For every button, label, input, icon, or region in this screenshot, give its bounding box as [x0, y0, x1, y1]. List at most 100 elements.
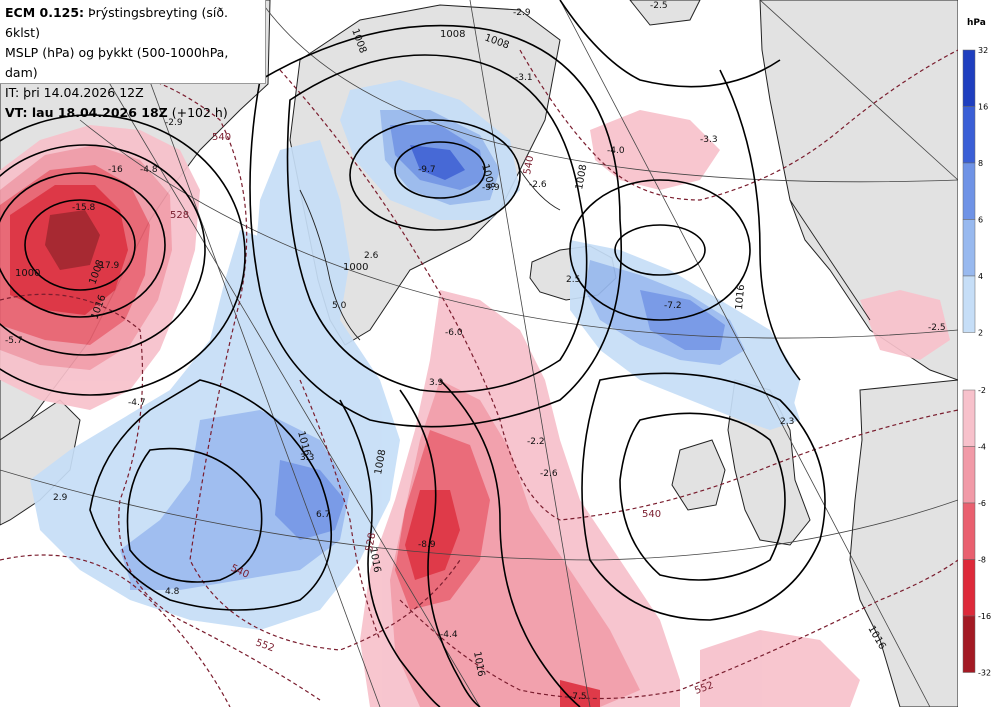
scandinavia-landmass: [759, 0, 958, 381]
legend-tick-label: 6: [978, 216, 983, 225]
thickness-label: 552: [693, 680, 715, 697]
legend-tick-label: -16: [978, 612, 991, 621]
change-label: -3.3: [700, 135, 718, 145]
change-label: -2.9: [513, 8, 531, 18]
legend-tick-label: -2: [978, 386, 986, 395]
map-labels: -2.9 -2.5 -3.1 -2.9 -4.8 -16 -15.8 -17.9…: [5, 1, 946, 702]
change-label: -2.2: [527, 437, 545, 447]
change-label: -5.7: [5, 336, 23, 346]
valid-time: VT: lau 18.04.2026 18Z: [5, 105, 168, 120]
weather-map: [0, 0, 958, 707]
legend-tick-label: 8: [978, 159, 983, 168]
legend-colorbars: 32 16 8 6 4 2 -2 -4 -6 -8 -16 -32: [962, 46, 991, 678]
field-name: Þrýstingsbreyting (síð. 6klst): [5, 5, 228, 40]
legend-tick-label: 16: [978, 103, 988, 112]
pressure-rise-shading: [30, 80, 800, 630]
change-label: -4.7: [128, 398, 146, 408]
isobar-label: 1016: [865, 624, 887, 652]
change-label: 3.9: [429, 378, 444, 388]
isobar-label: 1016: [367, 547, 382, 574]
legend-tick-label: -8: [978, 556, 986, 565]
legend-swatch: [962, 615, 976, 673]
change-label: -9.9: [482, 183, 500, 193]
legend-swatch: [962, 106, 976, 164]
europe-landmass: [849, 379, 958, 707]
change-label: -4.8: [140, 165, 158, 175]
isobar-label: 1008: [87, 258, 106, 286]
legend-swatch: [962, 446, 976, 504]
isobars: [0, 0, 826, 707]
thickness-label: 552: [254, 637, 276, 654]
legend-tick-label: 32: [978, 46, 988, 55]
init-time: IT: þri 14.04.2026 12Z: [5, 85, 144, 100]
legend-tick-label: 4: [978, 272, 983, 281]
isobar-label: 1016: [89, 293, 108, 321]
change-label: 5.0: [332, 301, 347, 311]
change-label: -8.9: [418, 540, 436, 550]
change-label: -4.0: [607, 146, 625, 156]
fall-colorbar: -2 -4 -6 -8 -16 -32: [962, 386, 991, 678]
isobar-label: 1008: [483, 32, 511, 51]
change-label: -2.5: [928, 323, 946, 333]
rise-colorbar: 32 16 8 6 4 2: [962, 46, 988, 338]
change-label: -2.6: [529, 180, 547, 190]
thickness-label: 540: [229, 563, 251, 581]
legend-unit: hPa: [967, 18, 986, 28]
change-label: 2.9: [53, 493, 68, 503]
valid-time-line: VT: lau 18.04.2026 18Z (+102 h): [5, 103, 260, 123]
change-label: 2.6: [364, 251, 379, 261]
change-label: 6.7: [316, 510, 330, 520]
legend-tick-label: -6: [978, 499, 986, 508]
isobar-label: 1008: [373, 449, 388, 476]
legend-tick-label: -32: [978, 669, 991, 678]
legend-tick-label: -4: [978, 443, 986, 452]
change-label: -2.9: [165, 118, 183, 128]
change-label: -15.8: [72, 203, 96, 213]
change-label: -16: [108, 165, 123, 175]
change-label: -7.2: [664, 301, 682, 311]
legend-swatch: [962, 219, 976, 277]
change-label: -3.1: [515, 73, 533, 83]
isobar-label: 1008: [440, 29, 465, 40]
change-label: 2.3: [780, 417, 794, 427]
legend-swatch: [962, 559, 976, 617]
change-label: -4.4: [440, 630, 458, 640]
change-label: 2.5: [566, 275, 580, 285]
subtitle-line: MSLP (hPa) og þykkt (500-1000hPa, dam): [5, 45, 229, 80]
change-label: -2.6: [540, 469, 558, 479]
thickness-label: 540: [642, 509, 661, 520]
legend-tick-label: 2: [978, 329, 983, 338]
change-label: -2.5: [650, 1, 668, 11]
legend-swatch: [962, 389, 976, 447]
legend-swatch: [962, 49, 976, 107]
thickness-label: 540: [522, 155, 536, 176]
change-label: -7.5: [569, 692, 587, 702]
isobar-label: 1016: [471, 651, 486, 678]
isobar-label: 1016: [734, 284, 747, 310]
isobar-label: 1000: [15, 268, 40, 279]
ireland-landmass: [671, 439, 726, 511]
isobar-label: 1008: [574, 164, 589, 191]
model-name: ECM 0.125:: [5, 5, 85, 20]
legend-swatch: [962, 162, 976, 220]
graticule: [0, 0, 958, 707]
coastlines: [299, 169, 871, 341]
isobar-label: 1016: [295, 430, 312, 457]
thickness-label: 528: [170, 210, 189, 221]
change-label: -6.0: [445, 328, 463, 338]
isobar-label: 1000: [343, 262, 368, 273]
thickness-label: 540: [212, 132, 231, 143]
change-label: 4.8: [165, 587, 180, 597]
change-label: -17.9: [96, 261, 120, 271]
fall-area-north: [590, 110, 720, 190]
svalbard-landmass: [629, 0, 701, 26]
change-label: 3.3: [300, 453, 314, 463]
thickness-contours: [0, 49, 958, 707]
info-box: ECM 0.125: Þrýstingsbreyting (síð. 6klst…: [0, 0, 266, 120]
legend-swatch: [962, 275, 976, 333]
fall-area-east: [860, 290, 950, 360]
isobar-label: 1008: [349, 27, 368, 55]
title-line: ECM 0.125: Þrýstingsbreyting (síð. 6klst…: [5, 3, 260, 43]
change-label: -9.7: [418, 165, 436, 175]
thickness-label: 528: [364, 532, 378, 553]
